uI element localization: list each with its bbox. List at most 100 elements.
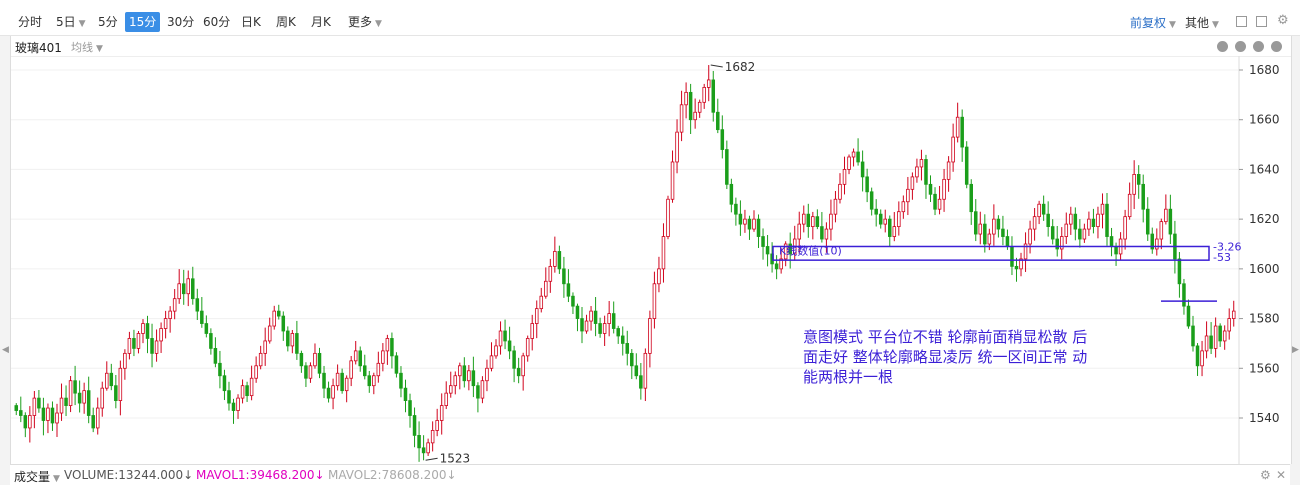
candle-body bbox=[820, 226, 824, 240]
candle-body bbox=[878, 213, 883, 225]
more-periods-label: 更多 bbox=[348, 15, 373, 29]
ma-dropdown[interactable]: 均线 ▼ bbox=[71, 39, 103, 55]
candle-body bbox=[815, 216, 820, 228]
y-tick-label: 1640 bbox=[1249, 162, 1280, 176]
volume-dropdown[interactable]: 成交量 ▼ bbox=[14, 468, 60, 485]
candle-body bbox=[521, 355, 525, 377]
fullscreen-icon[interactable] bbox=[1256, 16, 1267, 27]
more-periods-dropdown[interactable]: 更多 ▼ bbox=[348, 12, 382, 32]
candle-body bbox=[150, 338, 154, 354]
candle-body bbox=[308, 365, 313, 379]
candle-body bbox=[969, 183, 973, 213]
candle-body bbox=[860, 161, 865, 178]
candle-body bbox=[661, 236, 666, 270]
candle-body bbox=[716, 111, 720, 131]
y-tick-label: 1680 bbox=[1249, 63, 1280, 77]
candle-body bbox=[1032, 216, 1037, 230]
candle-body bbox=[951, 136, 955, 163]
candle-body bbox=[847, 156, 851, 170]
candle-body bbox=[693, 111, 697, 121]
candle-body bbox=[340, 372, 344, 392]
candle-body bbox=[1209, 335, 1213, 349]
candle-body bbox=[783, 243, 788, 260]
candle-body bbox=[743, 218, 747, 225]
period-tab-week[interactable]: 周K bbox=[276, 15, 296, 29]
candle-body bbox=[946, 161, 951, 180]
candle-body bbox=[100, 387, 105, 409]
candlestick-chart: 1540 1560 1580 1600 1620 1640 1660 1680 1682 152… bbox=[11, 56, 1280, 464]
annotation-text-line: 意图模式 平台位不错 轮廓前面稍显松散 后 bbox=[803, 328, 1087, 346]
candles bbox=[14, 65, 1236, 462]
candle-body bbox=[996, 218, 1001, 230]
candle-body bbox=[643, 352, 648, 389]
candle-body bbox=[525, 338, 530, 357]
candle-body bbox=[421, 447, 426, 454]
period-tab-5day[interactable]: 5日 ▼ bbox=[56, 12, 86, 32]
close-icon[interactable]: ✕ bbox=[1276, 468, 1287, 482]
candle-body bbox=[983, 223, 987, 245]
candle-body bbox=[168, 310, 172, 319]
left-arrow-icon[interactable]: ◀ bbox=[2, 345, 9, 355]
chevron-down-icon: ▼ bbox=[53, 474, 60, 484]
candle-body bbox=[435, 420, 439, 431]
candle-body bbox=[136, 333, 141, 349]
candle-body bbox=[1073, 213, 1078, 230]
candle-body bbox=[286, 330, 290, 347]
period-tab-day[interactable]: 日K bbox=[241, 15, 261, 29]
candle-body bbox=[897, 211, 901, 228]
period-tab-60min[interactable]: 60分 bbox=[203, 15, 231, 29]
period-tab-15min[interactable]: 15分 bbox=[125, 12, 161, 32]
candle-body bbox=[1019, 258, 1023, 270]
period-tab-month[interactable]: 月K bbox=[311, 15, 331, 29]
adjust-label: 前复权 bbox=[1130, 16, 1167, 30]
close-icon[interactable] bbox=[1271, 41, 1282, 52]
settings-icon[interactable]: ⚙ bbox=[1260, 468, 1271, 482]
candle-body bbox=[544, 280, 548, 297]
symbol-label: 玻璃401 bbox=[15, 41, 62, 55]
candle-body bbox=[227, 390, 231, 404]
period-tab-fenshi[interactable]: 分时 bbox=[18, 15, 43, 29]
candle-body bbox=[978, 223, 983, 235]
candle-body bbox=[277, 310, 281, 317]
candle-body bbox=[317, 352, 322, 374]
candle-body bbox=[64, 397, 68, 406]
candle-body bbox=[1200, 350, 1204, 367]
other-dropdown[interactable]: 其他 ▼ bbox=[1185, 14, 1219, 31]
zoom-in-icon[interactable] bbox=[1235, 41, 1246, 52]
candle-body bbox=[575, 305, 580, 319]
candle-body bbox=[68, 380, 73, 406]
chart-panel: 玻璃401 均线 ▼ 1540 1560 1580 1600 1620 1640 1660 16… bbox=[10, 36, 1292, 464]
candle-body bbox=[159, 328, 163, 342]
y-tick-label: 1600 bbox=[1249, 262, 1280, 276]
candle-body bbox=[512, 350, 516, 369]
candle-body bbox=[222, 375, 227, 392]
right-arrow-icon[interactable]: ▶ bbox=[1292, 345, 1299, 355]
candle-body bbox=[91, 415, 95, 429]
candle-body bbox=[1127, 193, 1132, 218]
candle-body bbox=[299, 352, 304, 367]
candle-body bbox=[919, 159, 924, 168]
candle-body bbox=[453, 375, 458, 387]
candle-body bbox=[498, 330, 503, 347]
range-box-value: -3.26 bbox=[1213, 240, 1241, 253]
chevron-down-icon: ▼ bbox=[96, 44, 103, 54]
y-tick-label: 1660 bbox=[1249, 113, 1280, 127]
period-tab-30min[interactable]: 30分 bbox=[167, 15, 195, 29]
y-tick-label: 1620 bbox=[1249, 212, 1280, 226]
candle-body bbox=[620, 335, 625, 344]
candle-body bbox=[992, 218, 996, 235]
candle-body bbox=[1037, 203, 1041, 218]
candle-body bbox=[1100, 203, 1105, 215]
candle-body bbox=[539, 295, 544, 310]
candle-body bbox=[485, 367, 489, 382]
candle-body bbox=[842, 169, 847, 185]
candle-body bbox=[729, 183, 734, 205]
zoom-out-icon[interactable] bbox=[1217, 41, 1228, 52]
period-tab-5min[interactable]: 5分 bbox=[98, 15, 118, 29]
settings-icon[interactable]: ⚙ bbox=[1277, 13, 1289, 28]
grid-icon[interactable] bbox=[1236, 16, 1247, 27]
candle-body bbox=[1046, 213, 1050, 228]
candle-body bbox=[430, 430, 435, 444]
settings-icon[interactable] bbox=[1253, 41, 1264, 52]
adjust-dropdown[interactable]: 前复权 ▼ bbox=[1130, 14, 1176, 31]
